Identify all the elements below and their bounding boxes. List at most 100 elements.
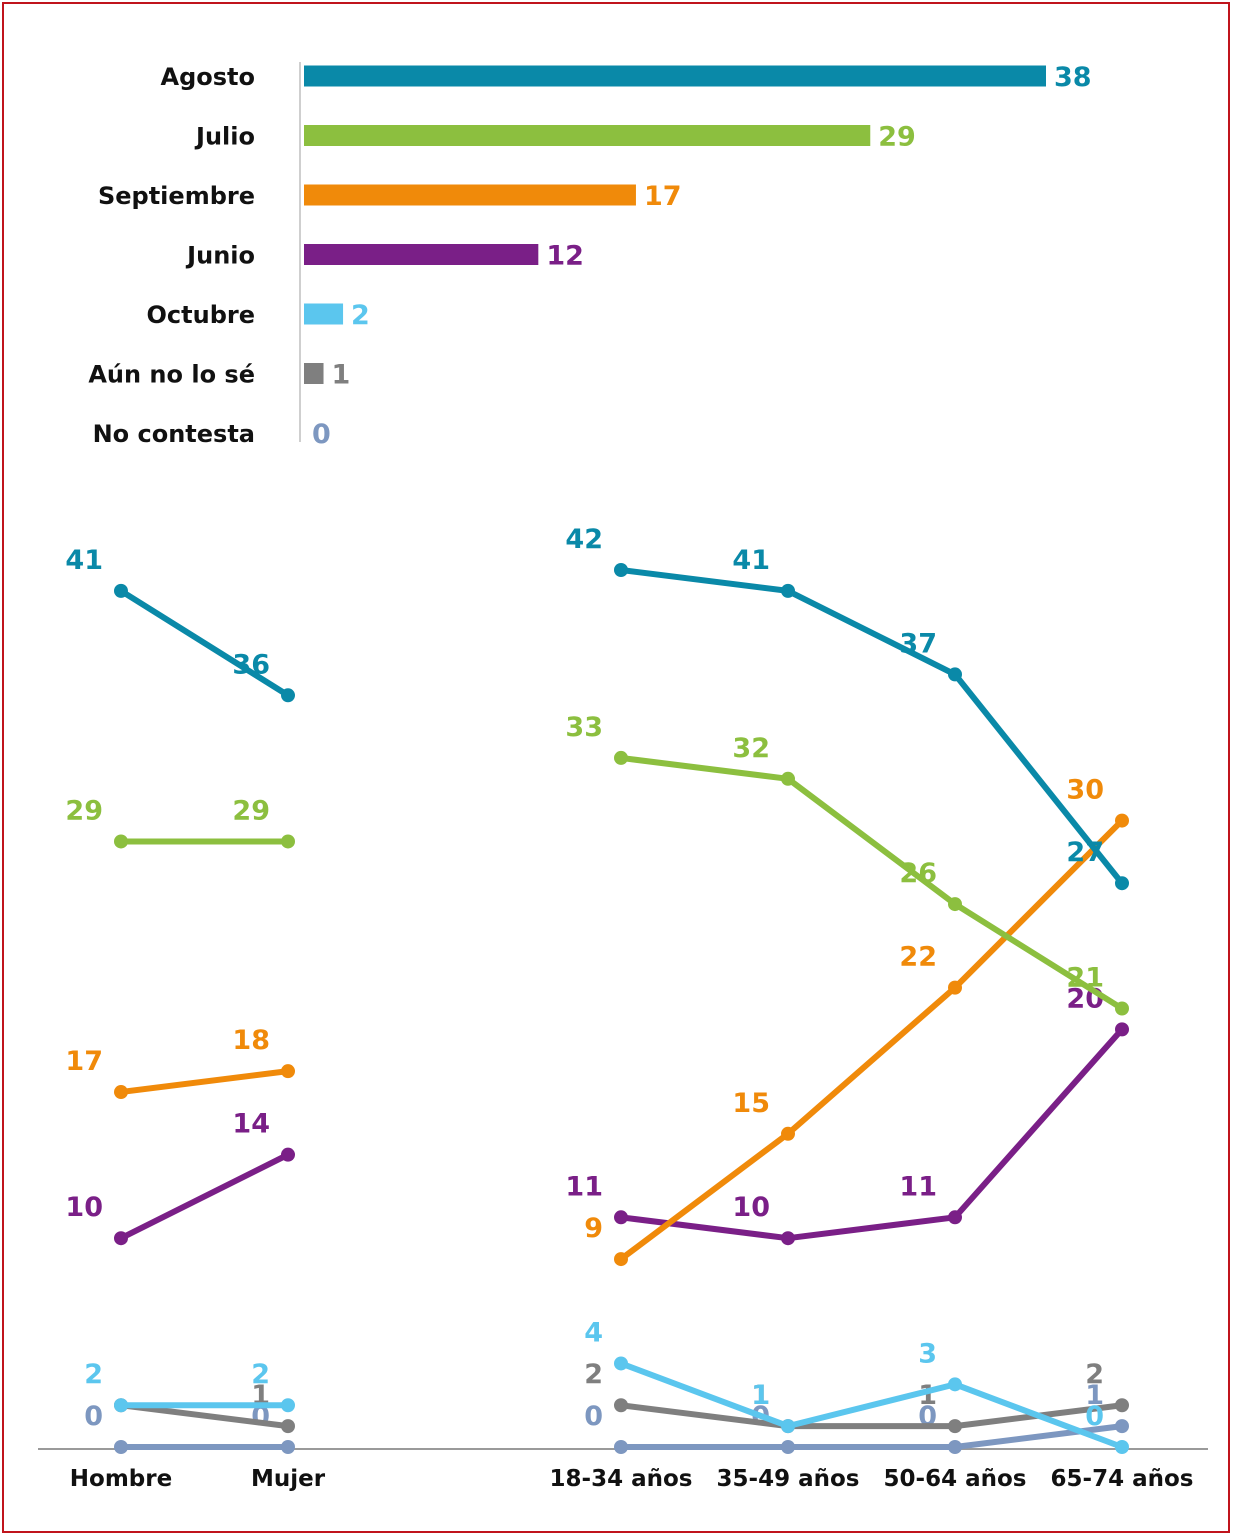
data-point-octubre (1115, 1440, 1129, 1454)
data-label-octubre: 1 (751, 1380, 770, 1411)
x-tick-label: Hombre (70, 1466, 172, 1492)
data-label-septiembre: 22 (899, 942, 937, 973)
bar-agosto (304, 65, 1046, 87)
data-point-agosto (614, 563, 628, 577)
data-label-septiembre: 17 (65, 1046, 103, 1077)
data-point-junio (948, 1210, 962, 1225)
data-point-agosto (114, 583, 128, 598)
data-point-aun-no-lo-se (1115, 1398, 1129, 1413)
data-label-agosto: 42 (565, 524, 603, 555)
series-line-agosto (118, 587, 291, 699)
data-label-no-contesta: 0 (584, 1401, 603, 1432)
series-line-septiembre (618, 817, 1125, 1263)
series-line-octubre (618, 1360, 1125, 1450)
data-label-octubre: 4 (584, 1317, 603, 1348)
data-label-octubre: 2 (251, 1359, 270, 1390)
data-point-octubre (948, 1377, 962, 1392)
series-line-julio (618, 754, 1125, 1012)
data-label-aun-no-lo-se: 1 (751, 1380, 770, 1411)
data-label-junio: 11 (565, 1171, 603, 1202)
bar-chart: Agosto 38 Julio 29 Septiembre 17 Junio 12 Octubr… (88, 62, 1092, 450)
data-point-agosto (1115, 876, 1129, 891)
data-label-octubre: 0 (1085, 1401, 1104, 1432)
data-point-no-contesta (948, 1440, 962, 1454)
data-point-aun-no-lo-se (948, 1419, 962, 1434)
bar-junio (304, 244, 539, 265)
data-label-julio: 32 (732, 733, 770, 764)
series-line-junio (118, 1151, 291, 1242)
data-point-no-contesta (114, 1440, 128, 1454)
bar-octubre (304, 303, 344, 325)
data-point-julio (114, 834, 128, 849)
bar-value-label: 12 (546, 241, 584, 272)
data-label-agosto: 36 (232, 649, 270, 680)
bar-value-label: 17 (644, 181, 682, 212)
data-point-septiembre (281, 1064, 295, 1079)
data-point-junio (114, 1231, 128, 1246)
data-point-no-contesta (1115, 1419, 1129, 1434)
data-label-septiembre: 15 (732, 1088, 770, 1119)
data-point-julio (948, 897, 962, 912)
data-point-junio (781, 1231, 795, 1246)
data-point-septiembre (114, 1085, 128, 1100)
data-point-septiembre (948, 980, 962, 995)
data-label-julio: 29 (232, 795, 270, 826)
data-point-no-contesta (281, 1440, 295, 1454)
data-label-julio: 33 (565, 712, 603, 743)
data-label-junio: 14 (232, 1109, 270, 1140)
data-label-agosto: 41 (65, 545, 103, 576)
data-point-no-contesta (614, 1440, 628, 1454)
bar-category-label: Octubre (147, 301, 255, 329)
bar-category-label: Junio (185, 242, 255, 270)
series-line-no-contesta (618, 1423, 1125, 1450)
data-label-julio: 21 (1066, 963, 1104, 994)
bar-value-label: 29 (878, 122, 916, 153)
data-point-julio (781, 771, 795, 786)
data-label-agosto: 27 (1066, 837, 1104, 868)
data-point-agosto (781, 583, 795, 598)
data-point-septiembre (614, 1252, 628, 1267)
bar-category-label: No contesta (93, 420, 255, 448)
bar-septiembre (304, 184, 636, 206)
data-point-septiembre (781, 1126, 795, 1141)
data-label-no-contesta: 0 (84, 1401, 103, 1432)
data-point-julio (1115, 1001, 1129, 1016)
data-point-agosto (948, 667, 962, 682)
bar-value-label: 38 (1054, 62, 1092, 93)
data-label-junio: 10 (732, 1192, 770, 1223)
data-point-octubre (781, 1419, 795, 1434)
x-tick-label: Mujer (251, 1466, 326, 1492)
data-label-aun-no-lo-se: 2 (1085, 1359, 1104, 1390)
data-point-octubre (281, 1398, 295, 1413)
series-line-septiembre (118, 1068, 291, 1096)
bar-value-label: 1 (332, 360, 351, 391)
data-point-no-contesta (781, 1440, 795, 1454)
data-label-septiembre: 18 (232, 1025, 270, 1056)
data-label-octubre: 3 (918, 1338, 937, 1369)
data-point-aun-no-lo-se (614, 1398, 628, 1413)
data-point-junio (614, 1210, 628, 1225)
data-point-junio (281, 1147, 295, 1162)
data-label-julio: 29 (65, 795, 103, 826)
data-label-junio: 10 (65, 1192, 103, 1223)
data-label-septiembre: 9 (584, 1213, 603, 1244)
bar-category-label: Julio (194, 123, 255, 151)
bar-value-label: 2 (351, 300, 370, 331)
data-label-octubre: 2 (84, 1359, 103, 1390)
data-label-agosto: 41 (732, 545, 770, 576)
data-label-julio: 26 (899, 858, 937, 889)
data-point-agosto (281, 688, 295, 703)
x-tick-label: 18-34 años (550, 1466, 693, 1492)
bar-category-label: Septiembre (98, 182, 255, 210)
series-line-agosto (618, 567, 1125, 887)
bar-julio (304, 125, 871, 146)
series-line-junio (618, 1026, 1125, 1242)
data-label-septiembre: 30 (1066, 775, 1104, 806)
bar-category-label: Agosto (161, 63, 256, 91)
line-panel-2: 18-34 años 35-49 años 50-64 años 65-74 años… (550, 524, 1194, 1492)
data-point-septiembre (1115, 813, 1129, 828)
